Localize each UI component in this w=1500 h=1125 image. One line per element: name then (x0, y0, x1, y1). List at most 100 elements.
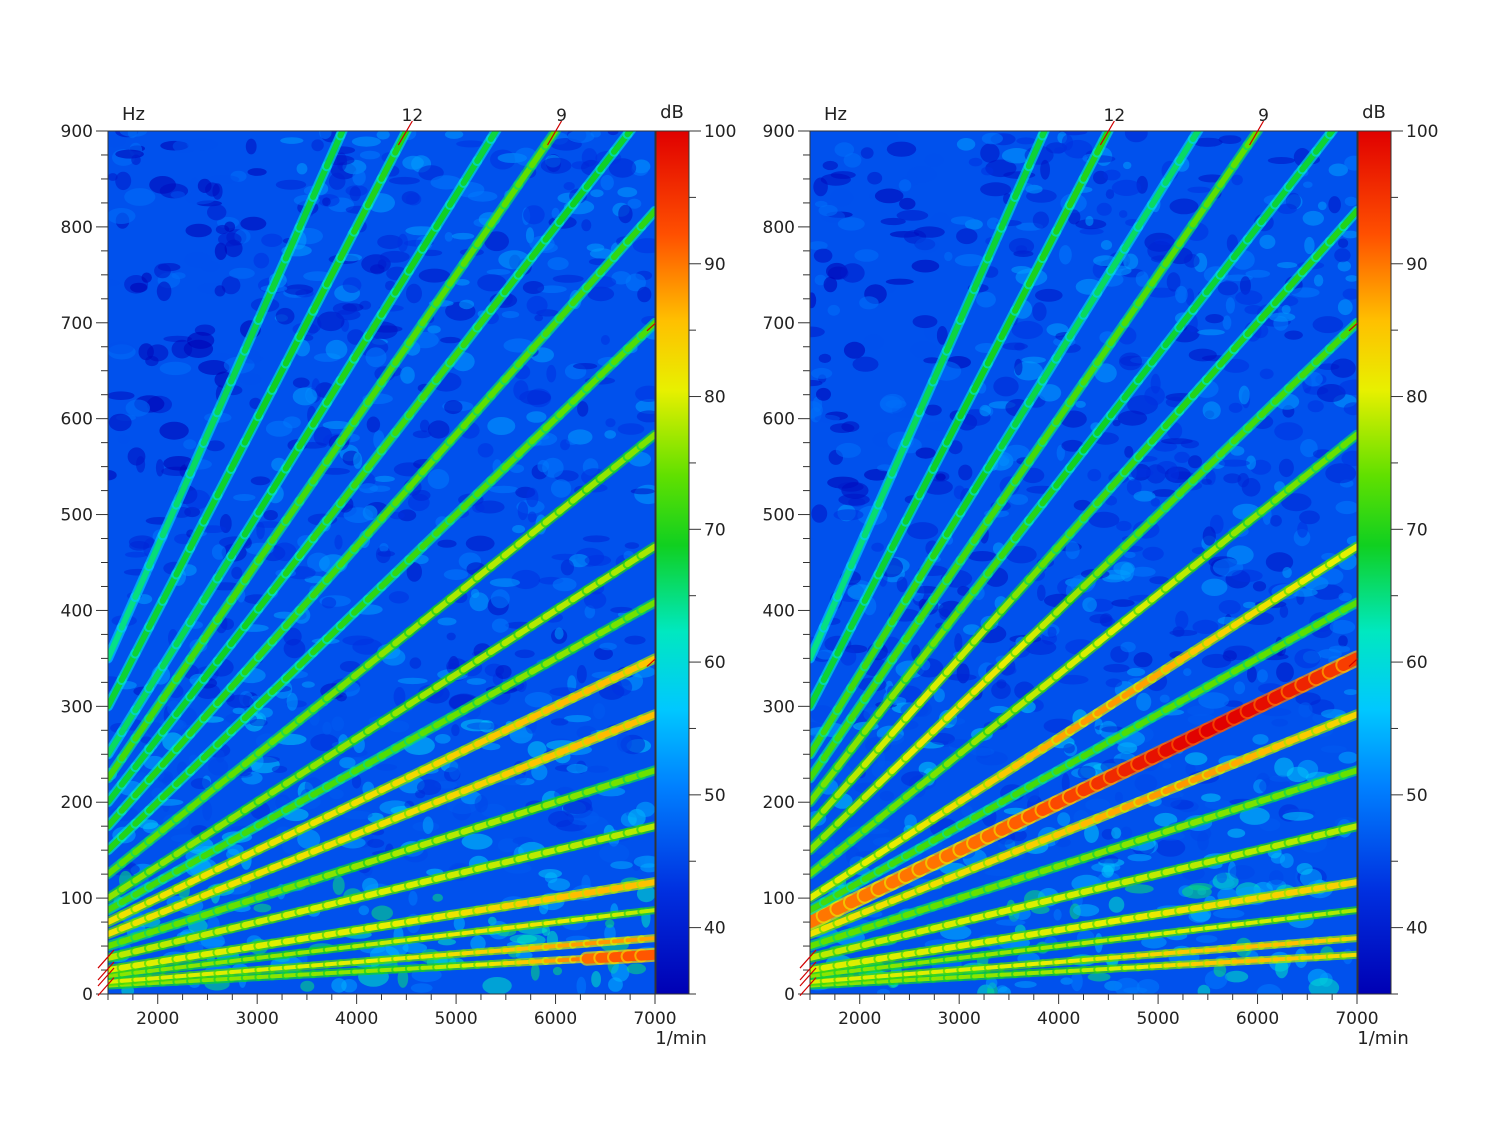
y-tick-label: 300 (61, 697, 93, 717)
order-line-3 (108, 653, 655, 928)
y-tick-label: 100 (763, 889, 795, 909)
order-label-12: 12 (402, 106, 424, 126)
order-line-2 (108, 765, 655, 952)
order-line-0_5 (108, 934, 655, 986)
order-line-3 (810, 650, 1357, 931)
y-tick-label: 600 (61, 410, 93, 430)
colorbar-tick-label: 50 (704, 786, 726, 806)
x-tick-label: 2000 (136, 1009, 179, 1029)
colorbar-tick-label: 90 (704, 255, 726, 275)
colorbar-tick-label: 100 (704, 122, 736, 142)
colorbar: 40 50 60 70 80 90 100 dB (655, 102, 736, 995)
order-line-7 (810, 205, 1357, 832)
order-line-14 (810, 131, 1050, 664)
order-line-2_5 (810, 709, 1357, 940)
y-tick-label: 500 (763, 506, 795, 526)
x-tick-label: 4000 (335, 1009, 378, 1029)
colorbar-tick-label: 80 (704, 388, 726, 408)
order-line-1_5 (810, 821, 1357, 963)
x-tick-label: 3000 (236, 1009, 279, 1029)
y-tick-label: 700 (61, 314, 93, 334)
x-tick-label: 6000 (534, 1009, 577, 1029)
order-line-9 (810, 131, 1264, 784)
y-tick-label: 0 (784, 985, 795, 1005)
order-edge-marker (97, 961, 115, 981)
order-edge-marker (799, 967, 817, 987)
colorbar-tick-label: 80 (1406, 388, 1428, 408)
order-edge-marker (97, 967, 115, 987)
order-line-0_75 (108, 906, 655, 980)
x-axis-label: 1/min (1357, 1028, 1408, 1049)
x-tick-label: 5000 (434, 1009, 477, 1029)
x-tick-label: 4000 (1037, 1009, 1080, 1029)
order-line-3_5 (810, 597, 1357, 916)
plot-area (108, 131, 655, 994)
colorbar-tick-label: 70 (704, 520, 726, 540)
order-line-0_75 (810, 906, 1357, 980)
order-line-12 (108, 131, 413, 712)
order-label-12: 12 (1104, 106, 1126, 126)
order-line-5 (108, 429, 655, 880)
colorbar-tick-label: 70 (1406, 520, 1428, 540)
colorbar-tick-label: 50 (1406, 786, 1428, 806)
x-tick-label: 2000 (838, 1009, 881, 1029)
order-line-6 (810, 317, 1357, 856)
x-tick-label: 5000 (1136, 1009, 1179, 1029)
colorbar-gradient (655, 130, 690, 995)
order-line-8 (810, 131, 1339, 808)
colorbar-tick-label: 60 (704, 653, 726, 673)
y-tick-label: 400 (763, 601, 795, 621)
colorbar-tick-label: 40 (1406, 919, 1428, 939)
panel-left: 0 100 200 300 400 500 600 700 800 900 Hz 2000 3000 40… (61, 102, 737, 1049)
order-line-2_5 (108, 709, 655, 940)
y-tick-label: 800 (763, 218, 795, 238)
panel-right: 0 100 200 300 400 500 600 700 800 900 Hz 2000 3000 40… (763, 102, 1439, 1049)
order-edge-marker (799, 977, 817, 997)
order-line-1_5 (108, 821, 655, 963)
x-tick-label: 6000 (1236, 1009, 1279, 1029)
y-tick-label: 300 (763, 697, 795, 717)
colorbar-label: dB (660, 102, 684, 123)
colorbar-tick-label: 90 (1406, 255, 1428, 275)
plot-area (810, 131, 1357, 994)
colorbar-tick-label: 40 (704, 919, 726, 939)
order-line-3_5 (108, 597, 655, 916)
y-tick-label: 600 (763, 410, 795, 430)
y-axis-label: Hz (824, 104, 847, 125)
order-line-10 (810, 131, 1204, 760)
order-line-4 (108, 541, 655, 904)
order-label-9: 9 (1258, 106, 1269, 126)
order-line-7 (108, 205, 655, 832)
colorbar-tick-label: 100 (1406, 122, 1438, 142)
y-tick-label: 700 (763, 314, 795, 334)
y-axis: 0 100 200 300 400 500 600 700 800 900 Hz (61, 104, 145, 1005)
y-tick-label: 900 (61, 122, 93, 142)
x-axis-label: 1/min (655, 1028, 706, 1049)
y-tick-label: 400 (61, 601, 93, 621)
order-edge-marker (97, 949, 115, 969)
x-tick-label: 7000 (1335, 1009, 1378, 1029)
order-line-1 (108, 877, 655, 975)
order-label-9: 9 (556, 106, 567, 126)
y-axis: 0 100 200 300 400 500 600 700 800 900 Hz (763, 104, 847, 1005)
order-line-1 (810, 877, 1357, 975)
y-tick-label: 800 (61, 218, 93, 238)
x-tick-label: 7000 (633, 1009, 676, 1029)
order-line-9 (108, 131, 562, 784)
y-tick-label: 0 (82, 985, 93, 1005)
y-axis-label: Hz (122, 104, 145, 125)
order-line-0_35 (810, 950, 1357, 990)
y-tick-label: 900 (763, 122, 795, 142)
order-line-0_5 (810, 934, 1357, 986)
colorbar-label: dB (1362, 102, 1386, 123)
order-line-4 (810, 541, 1357, 904)
order-edge-marker (799, 961, 817, 981)
y-tick-label: 100 (61, 889, 93, 909)
colorbar: 40 50 60 70 80 90 100 dB (1357, 102, 1438, 995)
y-tick-label: 200 (61, 793, 93, 813)
y-tick-label: 500 (61, 506, 93, 526)
order-edge-marker (799, 949, 817, 969)
